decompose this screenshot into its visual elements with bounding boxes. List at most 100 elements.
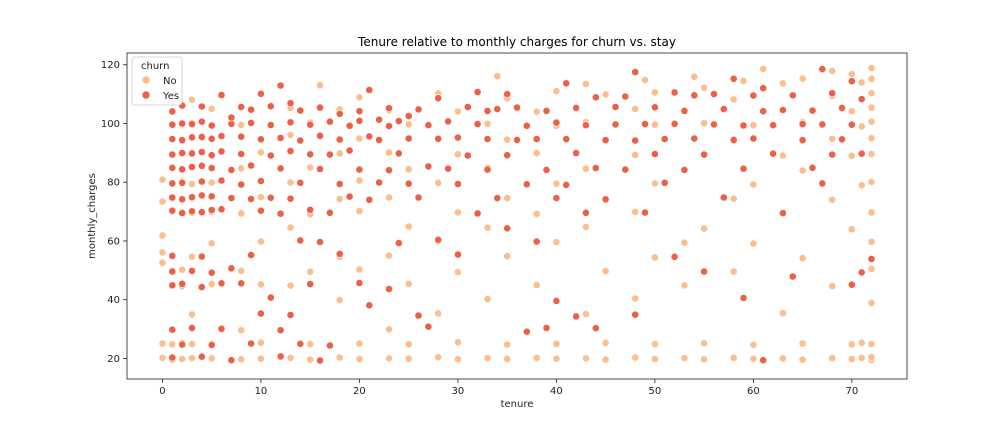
point-no — [798, 74, 807, 83]
point-yes — [256, 135, 265, 144]
point-yes — [375, 115, 383, 124]
series-yes — [168, 65, 876, 365]
point-no — [552, 238, 561, 246]
point-yes — [611, 120, 620, 129]
point-yes — [365, 132, 374, 141]
point-no — [867, 89, 876, 98]
point-yes — [217, 91, 226, 99]
point-yes — [286, 99, 295, 108]
point-yes — [178, 178, 187, 187]
point-no — [867, 340, 876, 348]
point-yes — [197, 133, 206, 141]
point-yes — [217, 147, 226, 156]
x-tick-label: 40 — [550, 386, 563, 397]
point-yes — [788, 91, 797, 100]
point-yes — [385, 285, 393, 293]
point-no — [729, 95, 738, 104]
point-no — [700, 355, 708, 364]
point-no — [532, 209, 541, 218]
point-no — [749, 180, 758, 189]
point-no — [158, 175, 167, 184]
point-yes — [601, 195, 610, 204]
point-yes — [355, 116, 364, 125]
point-yes — [188, 133, 196, 142]
point-yes — [335, 180, 344, 188]
point-yes — [207, 268, 216, 277]
point-yes — [188, 323, 196, 332]
point-yes — [227, 113, 236, 122]
point-no — [385, 148, 393, 157]
point-no — [453, 355, 462, 364]
point-yes — [296, 339, 305, 348]
point-no — [651, 179, 659, 188]
point-yes — [838, 135, 846, 144]
point-yes — [188, 120, 196, 128]
point-no — [867, 208, 876, 217]
point-yes — [168, 107, 177, 116]
point-no — [700, 224, 708, 233]
point-yes — [572, 104, 580, 112]
point-yes — [552, 194, 561, 202]
point-yes — [207, 151, 216, 160]
point-no — [641, 76, 649, 84]
point-yes — [857, 268, 866, 277]
point-no — [749, 354, 758, 363]
point-no — [700, 83, 708, 92]
point-yes — [197, 177, 206, 186]
point-no — [729, 194, 738, 203]
point-yes — [168, 163, 177, 172]
point-no — [503, 135, 512, 144]
point-yes — [700, 150, 708, 159]
point-yes — [847, 120, 856, 129]
point-yes — [847, 77, 856, 86]
point-yes — [286, 311, 295, 319]
point-no — [847, 355, 856, 363]
point-yes — [552, 296, 561, 305]
point-yes — [385, 122, 393, 130]
point-yes — [296, 236, 305, 245]
point-yes — [276, 352, 285, 361]
point-yes — [178, 195, 187, 204]
point-yes — [237, 180, 246, 189]
point-no — [857, 353, 866, 362]
point-no — [631, 353, 640, 362]
point-yes — [641, 120, 649, 128]
point-yes — [798, 136, 807, 145]
point-yes — [316, 131, 324, 140]
y-tick-label: 20 — [107, 354, 120, 365]
point-yes — [867, 254, 876, 263]
point-yes — [247, 119, 255, 127]
point-yes — [493, 105, 502, 113]
point-no — [503, 340, 512, 349]
point-yes — [188, 149, 196, 158]
point-yes — [207, 192, 216, 201]
point-yes — [562, 79, 571, 88]
point-yes — [178, 136, 187, 145]
point-yes — [375, 135, 383, 144]
y-axis-label: monthly_charges — [87, 173, 98, 259]
point-yes — [335, 249, 344, 258]
point-yes — [286, 147, 295, 155]
point-no — [601, 355, 610, 364]
point-no — [582, 354, 590, 363]
point-yes — [769, 121, 777, 130]
point-no — [798, 355, 807, 364]
point-yes — [394, 149, 403, 158]
point-yes — [857, 95, 866, 103]
y-tick-label: 60 — [107, 236, 120, 247]
point-yes — [168, 150, 177, 159]
point-yes — [542, 107, 551, 115]
point-yes — [562, 135, 571, 143]
point-no — [601, 267, 610, 276]
point-yes — [621, 92, 630, 101]
point-yes — [237, 279, 246, 288]
point-yes — [532, 237, 541, 246]
point-no — [237, 209, 246, 218]
point-yes — [582, 208, 590, 217]
point-no — [798, 166, 807, 175]
legend-title: churn — [141, 61, 169, 72]
point-no — [651, 355, 659, 363]
point-yes — [582, 121, 590, 130]
point-yes — [197, 102, 206, 111]
